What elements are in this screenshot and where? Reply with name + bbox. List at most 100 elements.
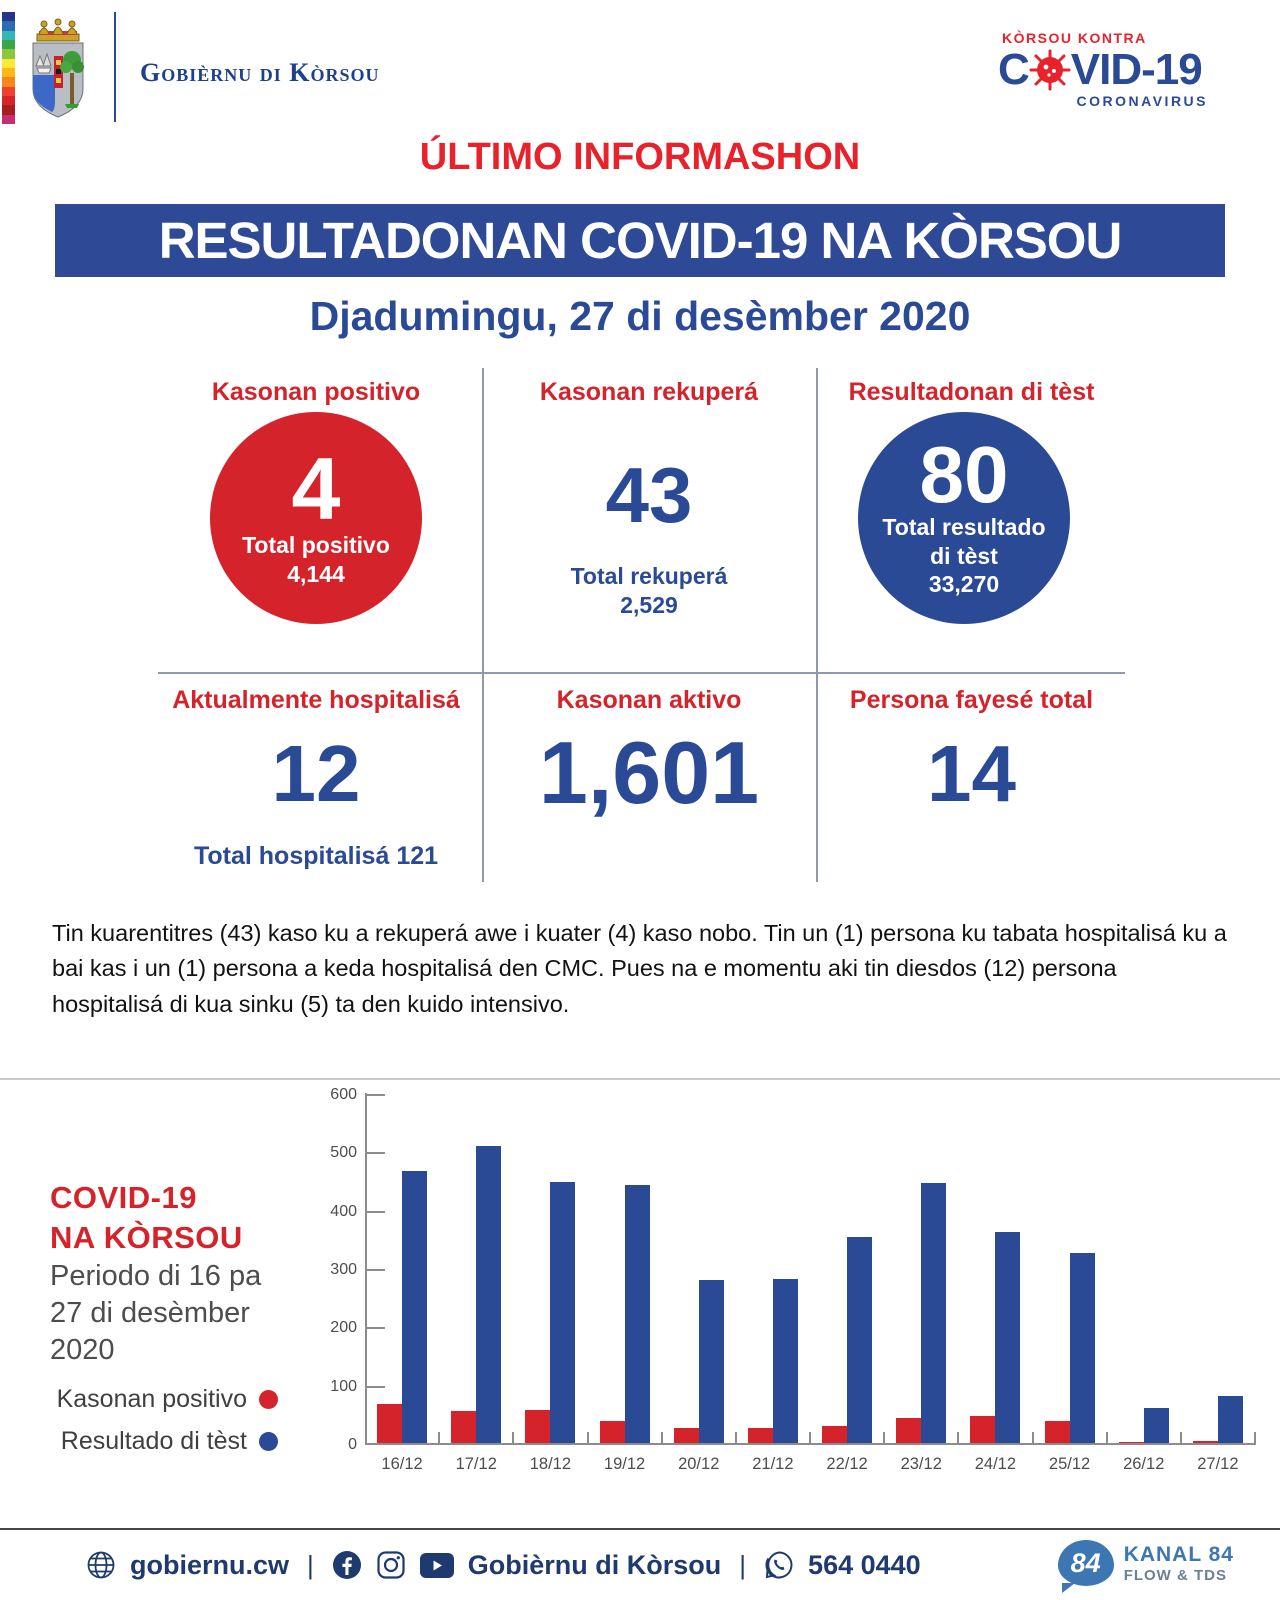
stats-divider-vertical-2 (816, 368, 818, 882)
bar-positivo (1118, 1441, 1144, 1443)
x-axis-tick-label: 23/12 (900, 1455, 942, 1473)
y-axis-tick (367, 1269, 385, 1271)
flag-color-band (2, 105, 15, 115)
bar-positivo (1044, 1421, 1070, 1443)
globe-icon (87, 1551, 115, 1579)
y-axis-tick-label: 500 (330, 1144, 357, 1162)
y-axis-tick (367, 1327, 385, 1330)
covid19-logo: KÒRSOU KONTRA C VID-19 CORONAVIRUS (998, 30, 1208, 109)
bar-test (1143, 1408, 1169, 1443)
x-axis-tick-label: 22/12 (826, 1455, 868, 1473)
y-axis-tick-label: 400 (330, 1202, 357, 1220)
x-axis-tick-label: 21/12 (752, 1455, 794, 1473)
bar-positivo (970, 1415, 996, 1443)
bar-test (847, 1237, 873, 1443)
x-axis-tick (809, 1432, 811, 1445)
y-axis-tick-label: 100 (330, 1377, 357, 1395)
x-axis-tick-label: 27/12 (1197, 1455, 1239, 1473)
bar-test (402, 1170, 428, 1443)
flag-color-band (2, 30, 15, 40)
footer-social-name[interactable]: Gobièrnu di Kòrsou (467, 1549, 722, 1580)
chart-title-line1: COVID-19 (50, 1180, 197, 1215)
x-axis-tick-label: 17/12 (455, 1455, 497, 1473)
bar-positivo (896, 1417, 922, 1443)
whatsapp-icon[interactable] (764, 1550, 794, 1580)
stat-sub-rekupera-total: 2,529 (620, 592, 678, 618)
stat-sub-positivo-label: Total positivo (242, 532, 390, 559)
x-axis-tick-label: 18/12 (529, 1455, 572, 1473)
chart-subtitle-line2: 27 di desèmber (50, 1297, 250, 1329)
bar-group (662, 1095, 736, 1445)
bar-positivo (673, 1428, 699, 1443)
bar-group (1181, 1095, 1255, 1445)
footer-phone[interactable]: 564 0440 (808, 1549, 921, 1580)
y-axis-tick (367, 1385, 385, 1388)
org-name: Gobièrnu di Kòrsou (140, 58, 380, 87)
instagram-icon[interactable] (376, 1550, 406, 1580)
footer-separator-2: | (739, 1549, 747, 1580)
bar-group (810, 1095, 884, 1445)
y-axis-tick-label: 200 (330, 1319, 357, 1337)
flag-color-band (2, 39, 15, 50)
x-axis-tick-label: 24/12 (974, 1455, 1017, 1473)
stat-sub-test-line1: Total resultado (882, 513, 1046, 540)
flag-color-band (2, 21, 15, 31)
stat-label-fayese: Persona fayesé total (849, 686, 1094, 714)
stat-value-rekupera: 43 (605, 451, 693, 539)
bar-test (772, 1278, 798, 1443)
stat-circle-test: 80 Total resultado di tèst 33,270 (858, 412, 1070, 624)
chart-section-divider (0, 1078, 1280, 1080)
coat-of-arms (32, 18, 84, 118)
bar-test (1217, 1396, 1243, 1443)
y-axis-tick-label: 0 (348, 1436, 357, 1453)
bar-group (588, 1095, 662, 1445)
kanal84-tagline: FLOW & TDS (1123, 1566, 1228, 1584)
flag-color-band (2, 49, 15, 59)
summary-paragraph: Tin kuarentitres (43) kaso ku a rekuperá… (52, 920, 1227, 1017)
stat-sub-rekupera-label: Total rekuperá (570, 563, 728, 589)
bar-chart: 0 100 200 300 400 500 600 16/12 17/12 18/12 19/12… (330, 1086, 1256, 1490)
legend-label: Resultado di tèst (60, 1426, 247, 1455)
legend-dot (259, 1431, 278, 1451)
x-axis-tick-label: 20/12 (678, 1455, 720, 1473)
youtube-icon[interactable] (419, 1552, 454, 1578)
x-axis-tick-label: 19/12 (603, 1455, 646, 1473)
legend-item: Kasonan positivo (40, 1378, 278, 1420)
section-kicker: ÚLTIMO INFORMASHON (419, 136, 861, 178)
stat-sub-test-total: 33,270 (928, 571, 1000, 598)
bar-test (550, 1181, 576, 1443)
stat-sub-hospitalisa-total: Total hospitalisá 121 (193, 842, 439, 870)
stat-label-test: Resultadonan di tèst (848, 378, 1095, 406)
footer-links: gobiernu.cw | Gobièrnu di Kòrsou | 564 (86, 1550, 921, 1581)
facebook-icon[interactable] (332, 1550, 362, 1580)
covid-logo-title-prefix: C (998, 45, 1030, 94)
bar-group (365, 1095, 439, 1445)
stat-label-hospitalisa: Aktualmente hospitalisá (172, 686, 460, 714)
covid-logo-title: C VID-19 (998, 48, 1208, 92)
y-axis-tick (367, 1094, 385, 1096)
y-axis-tick (367, 1210, 385, 1213)
bar-test (921, 1183, 947, 1443)
bar-test (995, 1231, 1021, 1443)
covid-logo-subtitle: CORONAVIRUS (1076, 93, 1208, 109)
stat-value-positivo: 4 (291, 439, 341, 539)
flag-color-band (2, 86, 15, 96)
x-axis-tick (438, 1432, 441, 1445)
stat-label-rekupera: Kasonan rekuperá (539, 378, 759, 406)
footer-website[interactable]: gobiernu.cw (130, 1549, 290, 1580)
bar-group (736, 1095, 810, 1445)
stat-value-fayese: 14 (927, 729, 1016, 818)
x-axis-tick (660, 1432, 663, 1445)
curacao-rainbow-stripe (2, 12, 15, 124)
stat-label-positivo: Kasonan positivo (211, 378, 421, 406)
flag-color-band (2, 58, 15, 68)
chart-subtitle-line3: 2020 (50, 1334, 115, 1366)
x-axis-tick (512, 1432, 515, 1445)
y-axis-line (365, 1093, 367, 1445)
x-axis-tick-label: 16/12 (381, 1455, 423, 1473)
bar-positivo (1192, 1440, 1218, 1443)
x-axis-tick (957, 1432, 960, 1445)
kanal84-name: KANAL 84 (1123, 1542, 1234, 1566)
bar-positivo (525, 1409, 551, 1443)
covid-logo-kicker: KÒRSOU KONTRA (1002, 30, 1147, 46)
